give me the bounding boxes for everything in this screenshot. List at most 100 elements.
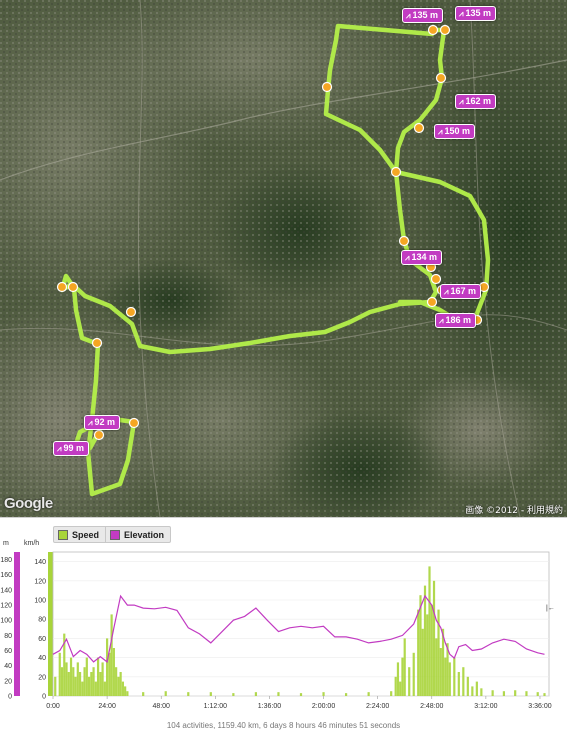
elevation-tick-label: 80 <box>4 633 12 640</box>
speed-tick-label: 0 <box>42 694 46 701</box>
legend-elevation[interactable]: Elevation <box>105 527 170 542</box>
speed-bar <box>462 667 465 696</box>
speed-tick-label: 20 <box>38 674 46 681</box>
speed-bar <box>117 676 120 696</box>
speed-bar <box>394 676 397 696</box>
speed-bar <box>543 693 546 696</box>
speed-tick-label: 120 <box>34 578 46 585</box>
elevation-marker[interactable]: ⩘ 92 m <box>84 415 121 430</box>
elevation-tick-label: 160 <box>0 572 12 579</box>
speed-bar <box>401 657 404 696</box>
satellite-map[interactable]: ⩘ 135 m ⩘ 135 m ⩘ 162 m ⩘ 150 m ⩘ 134 m ⩘ 167 … <box>0 0 567 517</box>
speed-bar <box>209 692 212 696</box>
speed-bar <box>83 667 86 696</box>
speed-tick-label: 140 <box>34 559 46 566</box>
speed-bar <box>85 657 88 696</box>
speed-bar <box>491 690 494 696</box>
plot-area <box>52 551 550 697</box>
speed-bar <box>110 614 113 696</box>
speed-bar <box>399 681 402 696</box>
speed-bar <box>277 692 280 696</box>
speed-bar <box>439 648 442 696</box>
speed-bar <box>101 662 104 696</box>
map-copyright[interactable]: 画像 ©2012 - 利用規約 <box>465 506 563 516</box>
time-tick-label: 1:12:00 <box>204 703 227 710</box>
elevation-marker[interactable]: ⩘ 135 m <box>455 6 497 21</box>
speed-bar <box>390 691 393 696</box>
time-tick-label: 2:24:00 <box>366 703 389 710</box>
speed-bar <box>432 580 436 696</box>
elevation-unit: m <box>3 540 9 547</box>
gridlines <box>53 561 549 697</box>
speed-bar <box>81 681 84 696</box>
elevation-scale-bar <box>14 552 20 696</box>
speed-bar <box>74 676 77 696</box>
elevation-marker[interactable]: ⩘ 167 m <box>440 284 482 299</box>
speed-swatch <box>58 529 68 540</box>
elevation-icon: ⩘ <box>57 444 62 453</box>
scroll-handle[interactable]: |← <box>546 605 555 612</box>
elevation-icon: ⩘ <box>438 127 443 136</box>
activity-graph: Speed Elevation m km/h 0 20 40 60 80 100 120 14… <box>0 517 567 733</box>
speed-bar <box>471 686 474 696</box>
elevation-swatch <box>110 529 121 540</box>
elevation-icon: ⩘ <box>439 316 444 325</box>
speed-bar <box>299 693 303 696</box>
elevation-marker[interactable]: ⩘ 134 m <box>401 250 443 265</box>
graph-plot[interactable]: m km/h 0 20 40 60 80 100 120 140 160 180 0 20 40 60 8… <box>0 518 567 718</box>
speed-tick-label: 60 <box>38 636 46 643</box>
time-tick-label: 2:48:00 <box>420 703 443 710</box>
speed-bar <box>417 609 420 696</box>
speed-bar <box>126 691 129 696</box>
speed-bar <box>536 692 539 696</box>
speed-bar <box>421 628 424 696</box>
elevation-marker[interactable]: ⩘ 99 m <box>53 441 90 456</box>
time-tick-label: 24:00 <box>98 703 116 710</box>
speed-bar <box>446 643 449 696</box>
waypoint-markers[interactable] <box>56 24 490 441</box>
time-tick-label: 1:36:00 <box>258 703 281 710</box>
legend-speed[interactable]: Speed <box>54 527 105 542</box>
speed-scale-bar <box>48 552 53 696</box>
speed-bar <box>94 681 97 696</box>
speed-bar <box>65 662 68 696</box>
speed-tick-label: 80 <box>38 617 46 624</box>
elevation-tick-label: 40 <box>4 663 12 670</box>
speed-bar <box>480 688 483 696</box>
speed-bar <box>453 657 456 696</box>
speed-bar <box>412 652 415 696</box>
speed-bar <box>124 686 127 696</box>
elevation-icon: ⩘ <box>405 253 410 262</box>
speed-bar <box>441 628 445 696</box>
graph-legend: Speed Elevation <box>53 526 172 543</box>
elevation-marker[interactable]: ⩘ 162 m <box>455 94 497 109</box>
elevation-tick-label: 180 <box>0 557 12 564</box>
speed-bar <box>106 638 109 696</box>
speed-bar <box>514 690 517 696</box>
speed-bar <box>87 676 91 696</box>
speed-bar <box>444 657 447 696</box>
time-tick-label: 48:00 <box>152 703 170 710</box>
speed-bar <box>254 692 258 696</box>
elevation-tick-label: 100 <box>0 618 12 625</box>
elevation-marker[interactable]: ⩘ 135 m <box>402 8 444 23</box>
speed-bar <box>322 692 325 696</box>
time-tick-label: 3:12:00 <box>474 703 497 710</box>
speed-bar <box>367 692 370 696</box>
speed-bar <box>475 681 478 696</box>
speed-bar <box>435 638 438 696</box>
speed-bar <box>99 672 102 696</box>
speed-bar <box>78 672 82 696</box>
elevation-icon: ⩘ <box>459 97 464 106</box>
elevation-marker[interactable]: ⩘ 150 m <box>434 124 476 139</box>
speed-bar <box>396 662 400 696</box>
map-imagery <box>0 0 567 517</box>
speed-unit: km/h <box>24 540 39 547</box>
speed-bar <box>164 691 167 696</box>
time-tick-label: 3:36:00 <box>528 703 551 710</box>
speed-bar <box>426 614 429 696</box>
elevation-marker[interactable]: ⩘ 186 m <box>435 313 477 328</box>
speed-bar <box>187 692 190 696</box>
time-tick-label: 2:00:00 <box>312 703 335 710</box>
